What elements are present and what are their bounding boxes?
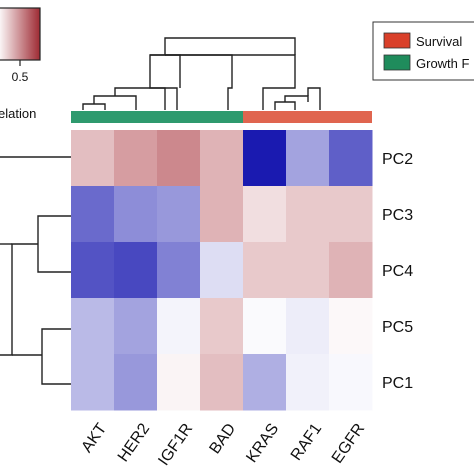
legend-swatch-growth [383,54,411,71]
row-label-pc2: PC2 [382,151,413,168]
heatmap-cell-pc5-her2 [114,298,158,355]
column-label-raf1: RAF1 [288,420,325,463]
row-label-pc1: PC1 [382,375,413,392]
colorbar-gradient [0,7,41,61]
heatmap-cell-pc4-raf1 [286,242,330,299]
heatmap-cell-pc2-bad [200,130,244,187]
heatmap-cell-pc5-igf1r [157,298,201,355]
column-label-igf1r: IGF1R [155,421,196,469]
heatmap-cell-pc2-her2 [114,130,158,187]
heatmap-cell-pc3-raf1 [286,186,330,243]
column-group-bars [71,111,372,123]
column-labels: AKT HER2 IGF1R BAD KRAS RAF1 EGFR [79,420,369,469]
heatmap-cell-pc5-egfr [329,298,373,355]
heatmap-cell-pc2-igf1r [157,130,201,187]
column-label-her2: HER2 [115,420,153,465]
heatmap-cell-pc2-raf1 [286,130,330,187]
heatmap-cell-pc4-akt [71,242,115,299]
colorbar-title: elation [0,106,36,121]
heatmap-cell-pc2-akt [71,130,115,187]
heatmap-cell-pc1-kras [243,354,287,411]
heatmap-cell-pc4-igf1r [157,242,201,299]
heatmap-cell-pc3-kras [243,186,287,243]
heatmap-cell-pc5-kras [243,298,287,355]
legend-label-survival: Survival [416,34,462,49]
heatmap-cell-pc4-kras [243,242,287,299]
heatmap-cell-pc1-egfr [329,354,373,411]
row-dendrogram [0,156,71,385]
column-label-kras: KRAS [243,421,282,466]
heatmap-cell-pc3-egfr [329,186,373,243]
column-label-akt: AKT [79,420,111,455]
heatmap-cell-pc5-akt [71,298,115,355]
legend-box [372,21,474,81]
heatmap-cell-pc2-kras [243,130,287,187]
group-bar-growth [71,111,243,123]
row-label-pc4: PC4 [382,263,413,280]
heatmap-cell-pc1-bad [200,354,244,411]
heatmap-cell-pc1-her2 [114,354,158,411]
heatmap-cell-pc4-egfr [329,242,373,299]
heatmap-cell-pc1-raf1 [286,354,330,411]
heatmap-cell-pc1-akt [71,354,115,411]
colorbar: 0.5 elation [0,7,41,121]
heatmap-cell-pc2-egfr [329,130,373,187]
column-dendrogram [82,37,321,110]
heatmap-cell-pc1-igf1r [157,354,201,411]
column-label-egfr: EGFR [329,421,368,467]
heatmap-cell-pc3-bad [200,186,244,243]
colorbar-tick-label: 0.5 [12,70,29,84]
legend-label-growth: Growth F [416,56,470,71]
heatmap-cell-pc5-raf1 [286,298,330,355]
legend-swatch-survival [383,32,411,49]
row-labels: PC2 PC3 PC4 PC5 PC1 [382,151,413,392]
legend: Survival Growth F [372,21,474,81]
row-label-pc3: PC3 [382,207,413,224]
heatmap-cell-pc5-bad [200,298,244,355]
heatmap-cell-pc4-bad [200,242,244,299]
group-bar-survival [243,111,372,123]
heatmap-cell-pc3-akt [71,186,115,243]
row-label-pc5: PC5 [382,319,413,336]
heatmap-cells [71,130,373,411]
column-label-bad: BAD [207,421,240,458]
heatmap-cell-pc3-igf1r [157,186,201,243]
heatmap-cell-pc4-her2 [114,242,158,299]
heatmap-cell-pc3-her2 [114,186,158,243]
